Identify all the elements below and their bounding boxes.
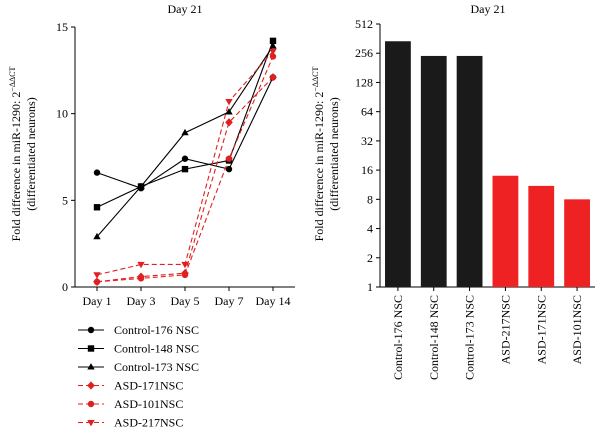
legend-label: ASD-217NSC [114, 416, 183, 430]
line-chart-point [181, 128, 189, 136]
line-chart-x-tick-label: Day 7 [215, 294, 244, 308]
line-chart-series-line [96, 45, 274, 238]
line-chart-point [269, 37, 277, 45]
legend-label: Control-173 NSC [114, 360, 199, 374]
bar-chart-y-tick-label: 128 [355, 75, 373, 89]
line-chart-point [225, 108, 233, 115]
bar-chart: Day 21 Fold difference in miR-1290: 2−ΔΔ… [311, 2, 595, 380]
line-chart-x-tick-label: Day 5 [171, 294, 200, 308]
bar [456, 55, 483, 287]
line-chart-point [93, 204, 101, 211]
line-chart-point [93, 169, 101, 176]
line-chart-point [93, 232, 101, 240]
line-chart-point [225, 165, 233, 173]
bar-chart-ylabel-sub: (differentiated neurons) [327, 97, 341, 210]
bar-chart-title: Day 21 [471, 2, 506, 16]
line-chart-point [225, 155, 233, 162]
line-chart-point [93, 272, 101, 279]
bar-chart-x-tick-label: Control-176 NSC [391, 295, 405, 380]
line-chart-ylabel: Fold difference in miR-1290: 2−ΔΔCT [8, 66, 23, 241]
line-chart-y-tick-label: 10 [56, 107, 68, 121]
line-chart-title: Day 21 [168, 2, 203, 16]
line-chart-point [181, 155, 189, 162]
bar-chart-ylabel: Fold difference in miR-1290: 2−ΔΔCT [311, 66, 326, 241]
bar-chart-y-tick-label: 1 [367, 280, 373, 294]
legend-marker [87, 345, 95, 352]
legend-label: Control-176 NSC [114, 323, 199, 337]
bar-chart-y-tick-label: 64 [361, 105, 373, 119]
legend-marker [87, 326, 95, 334]
line-chart-series [93, 37, 277, 286]
line-chart-point [137, 275, 145, 282]
line-chart-point [269, 42, 277, 49]
bar-chart-y-tick-label: 4 [367, 222, 373, 236]
line-chart: Day 21 Fold difference in miR-1290: 2−ΔΔ… [8, 2, 295, 430]
line-chart-series-line [96, 76, 274, 283]
line-chart-point [225, 118, 233, 127]
legend-marker [87, 400, 95, 408]
bar-chart-x-tick-label: Control-173 NSC [463, 295, 477, 380]
bar-chart-axes: 1 2 4 8 16 32 64 128 256 512 Control-176 NSC Contro… [355, 17, 595, 380]
line-chart-legend: Control-176 NSC Control-148 NSC Control-17… [78, 323, 199, 430]
line-chart-point [137, 261, 145, 269]
line-chart-y-tick-label: 0 [62, 280, 68, 294]
bar [385, 41, 411, 287]
bar [420, 55, 447, 287]
bar-chart-x-tick-label: ASD-171NSC [534, 295, 548, 364]
legend-label: Control-148 NSC [114, 342, 199, 356]
line-chart-y-tick-label: 15 [56, 20, 68, 34]
line-chart-point [269, 73, 277, 82]
legend-label: ASD-171NSC [114, 379, 183, 393]
line-chart-point [269, 53, 277, 60]
bar-chart-bars [385, 41, 590, 287]
bar-chart-y-tick-label: 8 [367, 192, 373, 206]
bar [528, 185, 555, 287]
legend-label: ASD-101NSC [114, 397, 183, 411]
line-chart-point [181, 271, 189, 279]
bar [492, 175, 519, 287]
bar-chart-y-tick-label: 16 [361, 163, 373, 177]
line-chart-x-tick-label: Day 14 [256, 294, 291, 308]
line-chart-point [181, 261, 189, 269]
legend-marker [87, 363, 95, 370]
bar-chart-x-tick-label: ASD-101NSC [570, 295, 584, 364]
bar-chart-y-tick-label: 32 [361, 134, 373, 148]
line-chart-point [269, 48, 277, 56]
line-chart-ylabel-main: Fold difference in miR-1290: 2 [9, 92, 23, 242]
bar-chart-x-tick-label: ASD-217NSC [498, 295, 512, 364]
line-chart-ylabel-sup: −ΔΔCT [8, 66, 17, 91]
legend-marker [87, 419, 95, 427]
bar [564, 199, 590, 287]
line-chart-axes: 0 5 10 15 Day 1 Day 3 Day 5 Day 7 Day 14 [56, 20, 295, 308]
line-chart-x-tick-label: Day 1 [83, 294, 112, 308]
bar-chart-ylabel-main: Fold difference in miR-1290: 2 [312, 92, 326, 242]
bar-chart-y-tick-label: 256 [355, 46, 373, 60]
line-chart-point [225, 98, 233, 106]
line-chart-x-tick-label: Day 3 [127, 294, 156, 308]
bar-chart-ylabel-sup: −ΔΔCT [311, 66, 320, 91]
line-chart-point [93, 278, 101, 285]
line-chart-point [181, 165, 189, 173]
bar-chart-y-tick-label: 512 [355, 17, 373, 31]
line-chart-ylabel-sub: (differentiated neurons) [24, 97, 38, 210]
line-chart-y-tick-label: 5 [62, 193, 68, 207]
bar-chart-x-tick-label: Control-148 NSC [427, 295, 441, 380]
legend-marker [87, 381, 95, 390]
line-chart-point [137, 182, 145, 190]
bar-chart-y-tick-label: 2 [367, 251, 373, 265]
